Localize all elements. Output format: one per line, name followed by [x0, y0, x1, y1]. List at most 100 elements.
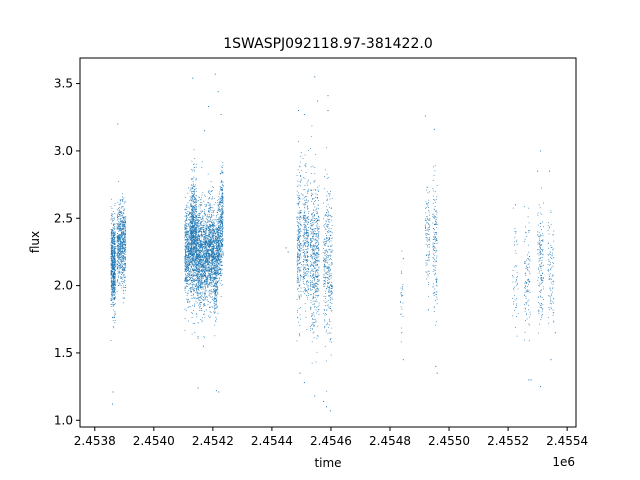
data-point [194, 205, 196, 207]
data-point [111, 250, 113, 252]
data-point [197, 225, 199, 227]
data-point [118, 254, 120, 256]
data-point [187, 192, 189, 194]
data-point [216, 253, 218, 255]
data-point [209, 228, 210, 230]
data-point [204, 235, 205, 237]
data-point [118, 226, 119, 228]
data-point [185, 236, 187, 238]
data-point [202, 283, 203, 285]
data-point [118, 221, 119, 223]
data-point [216, 283, 217, 285]
data-point [205, 286, 206, 288]
data-point [203, 255, 205, 257]
data-point [216, 284, 218, 286]
data-point [213, 278, 215, 280]
data-point [200, 253, 202, 255]
data-point [218, 277, 220, 279]
data-point [212, 280, 214, 281]
data-point [194, 264, 196, 266]
data-point [112, 232, 114, 234]
data-point [185, 212, 187, 214]
data-point [202, 260, 204, 262]
data-point [112, 290, 114, 292]
data-point [113, 249, 115, 251]
data-point [124, 250, 126, 252]
data-point [124, 250, 126, 252]
data-point [204, 293, 206, 295]
data-point [209, 231, 211, 233]
data-point [189, 283, 191, 285]
data-point [191, 231, 193, 233]
data-point [197, 274, 199, 276]
data-point [124, 225, 126, 227]
data-point [192, 259, 194, 260]
data-point [202, 250, 204, 252]
data-point [198, 217, 200, 218]
data-point [122, 244, 124, 246]
data-point [192, 323, 194, 324]
data-point [112, 219, 113, 221]
data-point [118, 246, 119, 248]
data-point [208, 223, 210, 225]
data-point [207, 245, 209, 246]
data-point [213, 245, 215, 247]
data-point [113, 268, 115, 270]
data-point [209, 294, 210, 296]
data-point [186, 226, 188, 227]
data-point [199, 241, 201, 243]
data-point [123, 275, 125, 277]
data-point [125, 230, 127, 232]
data-point [222, 231, 224, 232]
data-point [184, 233, 186, 235]
data-point [191, 243, 193, 244]
data-point [190, 283, 192, 284]
data-point [205, 265, 206, 267]
data-point [116, 291, 118, 293]
data-point [186, 238, 188, 240]
data-point [211, 267, 213, 269]
data-point [192, 233, 194, 235]
data-point [196, 222, 197, 224]
data-point [123, 234, 125, 236]
data-point [208, 234, 210, 236]
data-point [191, 234, 193, 236]
data-point [204, 270, 206, 272]
data-point [121, 206, 123, 208]
data-point [120, 247, 122, 249]
data-point [112, 245, 114, 247]
data-point [194, 280, 196, 282]
data-point [185, 255, 187, 257]
data-point [207, 259, 209, 261]
data-point [199, 280, 200, 282]
data-point [190, 238, 192, 240]
data-point [209, 279, 211, 281]
data-point [208, 235, 210, 237]
data-point [216, 237, 218, 239]
data-point [124, 270, 126, 272]
data-point [198, 223, 200, 225]
data-point [210, 311, 212, 313]
data-point [118, 237, 120, 238]
data-point [208, 193, 210, 194]
data-point [117, 239, 119, 240]
data-point [185, 254, 186, 256]
data-point [110, 274, 112, 276]
data-point [186, 233, 188, 235]
data-point [206, 228, 207, 230]
data-point [188, 263, 190, 265]
data-point [116, 216, 118, 218]
data-point [192, 187, 194, 189]
data-point [199, 259, 201, 260]
data-point [215, 293, 217, 295]
data-point [123, 257, 125, 259]
data-point [210, 243, 212, 245]
data-point [192, 210, 194, 212]
data-point [204, 282, 206, 284]
data-point [194, 198, 196, 200]
data-point [201, 211, 202, 213]
data-point [198, 259, 200, 260]
data-point [187, 245, 189, 247]
data-point [215, 229, 217, 231]
data-point [202, 242, 204, 244]
